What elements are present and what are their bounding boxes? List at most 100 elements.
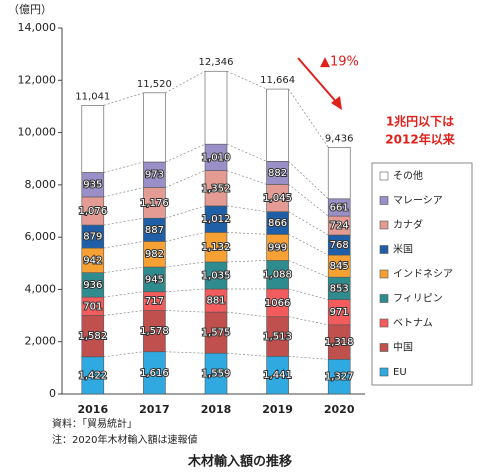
legend-swatch (379, 269, 389, 279)
data-label: 942 (83, 255, 102, 266)
legend-label: カナダ (393, 218, 423, 231)
source: 資料：「貿易統計」 (52, 417, 137, 430)
data-label: 973 (145, 170, 164, 181)
bar-segment (204, 70, 228, 145)
arrow (297, 57, 339, 105)
data-label: 1,513 (263, 332, 292, 343)
connector (226, 232, 267, 235)
y-tick-label: 14,000 (18, 21, 57, 34)
connector (226, 260, 267, 263)
connector (103, 187, 144, 198)
total-label: 11,664 (260, 75, 295, 86)
data-label: 1,582 (78, 331, 107, 342)
connector (103, 310, 144, 316)
connector (288, 211, 329, 236)
connector (288, 260, 329, 278)
connector (288, 288, 329, 300)
note: 1兆円以下は (386, 114, 454, 129)
legend-swatch (379, 171, 389, 181)
total-label: 9,436 (325, 133, 354, 144)
connector (165, 70, 206, 94)
x-tick-label: 2019 (262, 403, 293, 416)
data-label: 724 (330, 221, 349, 232)
connector (165, 288, 206, 293)
data-label: 1,318 (325, 337, 354, 348)
note: 2012年以来 (385, 132, 455, 147)
data-label: 1066 (265, 298, 290, 309)
arrow-head (331, 96, 342, 110)
data-label: 879 (83, 232, 102, 243)
data-label: 853 (330, 283, 349, 294)
bar-segment (327, 147, 351, 200)
connector (226, 170, 267, 185)
legend-label: マレーシア (393, 196, 443, 207)
connector (226, 143, 267, 162)
connector (165, 351, 206, 354)
connector (288, 161, 329, 200)
data-label: 845 (330, 261, 349, 272)
legend-label: フィリピン (393, 293, 443, 305)
data-label: 881 (206, 296, 225, 307)
data-label: 1,088 (263, 270, 292, 281)
data-label: 1,578 (140, 326, 169, 337)
data-label: 945 (145, 274, 164, 285)
data-label: 1,176 (140, 198, 169, 209)
total-label: 11,520 (137, 79, 172, 90)
connector (226, 352, 267, 357)
connector (103, 291, 144, 298)
data-label: 866 (268, 218, 287, 229)
y-tick-label: 6,000 (25, 230, 57, 243)
legend-label: EU (393, 367, 407, 378)
data-label: 887 (145, 225, 164, 236)
x-tick-label: 2016 (77, 403, 108, 416)
y-tick-label: 8,000 (25, 178, 57, 191)
connector (165, 205, 206, 219)
bar-segment (266, 88, 289, 162)
data-label: 1,575 (202, 328, 231, 339)
data-label: 1,045 (263, 193, 292, 204)
y-tick-label: 12,000 (18, 73, 57, 86)
connector (165, 143, 206, 163)
connector (103, 241, 144, 249)
connector (226, 70, 267, 90)
legend-swatch (379, 196, 389, 205)
data-label: 768 (330, 240, 349, 251)
legend-swatch (379, 245, 389, 254)
connector (165, 310, 206, 313)
connector (226, 311, 267, 318)
connector (103, 217, 144, 226)
legend-label: その他 (393, 169, 423, 182)
data-label: 1,422 (78, 370, 107, 381)
legend-label: ベトナム (393, 317, 433, 329)
legend (371, 162, 473, 386)
data-label: 999 (268, 242, 287, 253)
connector (288, 316, 329, 326)
connector (288, 355, 329, 360)
legend-swatch (379, 343, 389, 352)
data-label: 971 (330, 307, 349, 318)
data-label: 935 (83, 180, 102, 191)
data-label: 1,132 (202, 242, 231, 253)
connector (288, 184, 329, 217)
x-tick-label: 2020 (324, 403, 355, 416)
data-label: 1,616 (140, 368, 169, 379)
legend-label: 中国 (393, 341, 413, 354)
legend-swatch (379, 318, 389, 328)
x-tick-label: 2017 (139, 403, 170, 416)
connector (165, 261, 206, 268)
connector (103, 266, 144, 274)
data-label: 661 (330, 202, 349, 213)
data-label: 882 (268, 168, 287, 179)
data-label: 1,012 (202, 214, 231, 225)
y-unit: （億円） (8, 3, 52, 16)
total-label: 12,346 (199, 57, 234, 68)
data-label: 1,035 (202, 271, 231, 282)
data-label: 1,076 (78, 206, 107, 217)
data-label: 701 (83, 301, 102, 312)
connector (103, 351, 144, 358)
y-tick-label: 0 (49, 387, 56, 400)
legend-label: インドネシア (393, 268, 453, 280)
y-tick-label: 2,000 (25, 335, 57, 348)
data-label: 1,010 (202, 152, 231, 163)
